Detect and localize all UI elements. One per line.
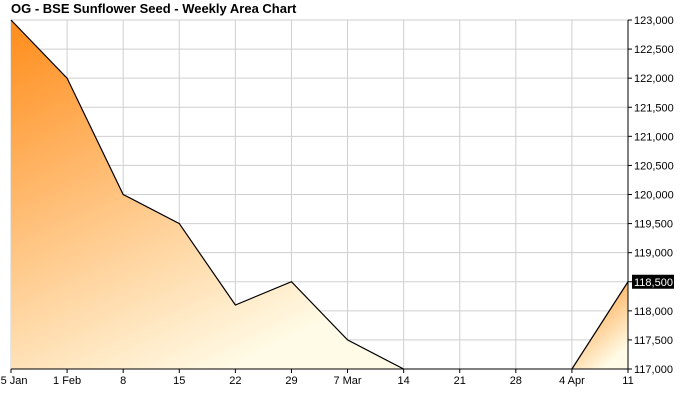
x-tick-label: 14 — [398, 375, 410, 387]
last-value-badge: 118,500 — [632, 274, 674, 289]
x-tick-label: 1 Feb — [53, 375, 81, 387]
y-tick-label: 119,000 — [634, 248, 673, 260]
x-tick-label: 4 Apr — [559, 375, 585, 387]
y-tick-label: 120,000 — [634, 190, 674, 202]
x-tick-label: 15 — [173, 375, 185, 387]
chart-title: OG - BSE Sunflower Seed - Weekly Area Ch… — [11, 1, 297, 16]
area-fill — [11, 20, 404, 369]
series-line — [10, 19, 404, 370]
x-tick-label: 29 — [285, 375, 297, 387]
last-value-box — [632, 274, 674, 289]
x-tick-label: 28 — [510, 375, 522, 387]
y-tick-label: 121,500 — [634, 102, 674, 114]
y-tick-label: 119,500 — [634, 219, 673, 231]
area-series — [10, 19, 629, 370]
y-tick-label: 121,000 — [634, 131, 674, 143]
y-tick-label: 117,000 — [634, 364, 673, 376]
last-value-label: 118,500 — [634, 277, 673, 289]
x-tick-label: 25 Jan — [0, 375, 28, 387]
y-tick-label: 122,000 — [634, 73, 674, 85]
series-line — [571, 281, 629, 370]
x-tick-label: 8 — [120, 375, 126, 387]
x-tick-label: 21 — [454, 375, 466, 387]
x-tick-label: 11 — [622, 375, 633, 387]
x-axis: 25 Jan 1 Feb 8 15 22 29 7 Mar 14 21 28 4 Apr 11 — [0, 369, 634, 387]
x-tick-label: 22 — [229, 375, 241, 387]
y-tick-label: 118,000 — [634, 306, 673, 318]
y-axis: 117,000 117,500 118,000 118,500 119,000 119,5… — [628, 15, 674, 376]
y-tick-label: 122,500 — [634, 44, 674, 56]
y-tick-label: 123,000 — [634, 15, 674, 27]
x-tick-label: 7 Mar — [333, 375, 361, 387]
y-tick-label: 117,500 — [634, 335, 673, 347]
y-tick-label: 120,500 — [634, 160, 674, 172]
